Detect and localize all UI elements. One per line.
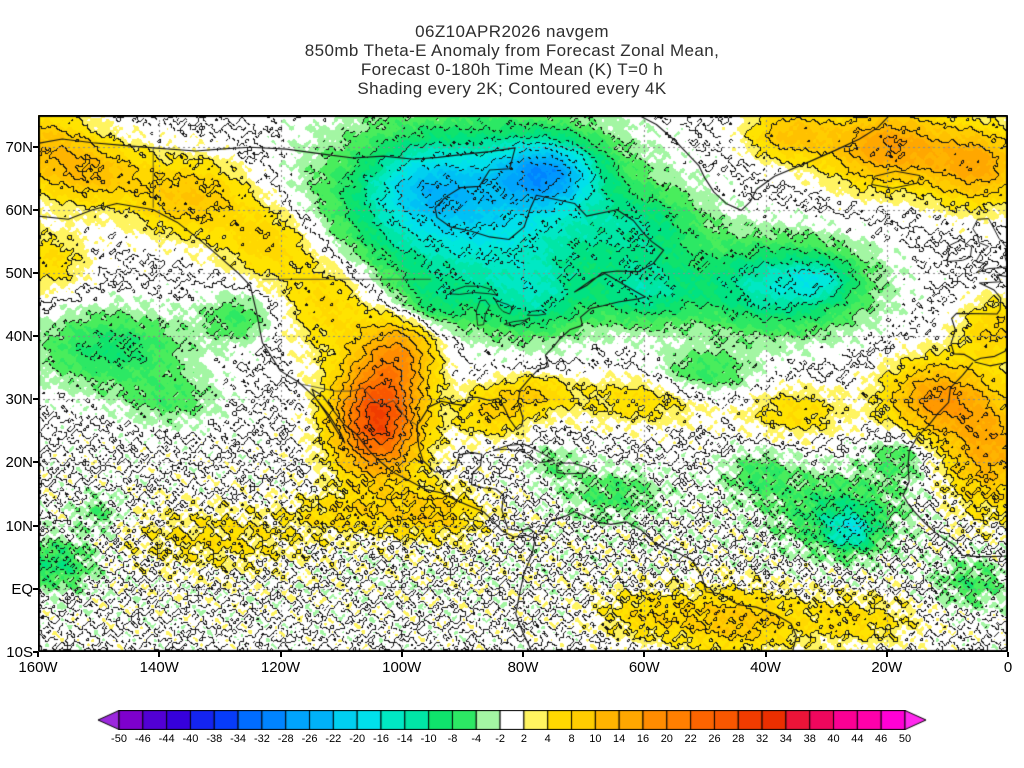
colorbar-label: -10: [420, 733, 437, 745]
colorbar-label: 44: [851, 733, 864, 745]
colorbar-label: 50: [898, 733, 912, 745]
colorbar-label: 4: [544, 733, 551, 745]
x-tick-label: 0: [1003, 659, 1013, 676]
colorbar-label: 32: [755, 733, 769, 745]
x-tick-label: 100W: [382, 659, 422, 676]
title-forecast-period: Forecast 0-180h Time Mean (K) T=0 h: [360, 60, 664, 79]
colorbar-label: -38: [206, 733, 223, 745]
y-tick-label: 10S: [6, 644, 33, 661]
colorbar-label: -44: [158, 733, 175, 745]
y-tick-label: 60N: [5, 201, 33, 219]
y-tick-label: 70N: [5, 138, 33, 156]
x-tick-label: 160W: [18, 659, 58, 676]
colorbar-label: -50: [111, 733, 127, 745]
colorbar-label: 2: [520, 733, 527, 745]
x-tick-label: 80W: [507, 659, 539, 676]
colorbar-label: -28: [277, 733, 294, 745]
title-datetime-model: 06Z10APR2026 navgem: [415, 22, 609, 41]
x-tick-mark: [37, 652, 39, 657]
title-block: 06Z10APR2026 navgem 850mb Theta-E Anomal…: [0, 22, 1024, 98]
title-field: 850mb Theta-E Anomaly from Forecast Zona…: [304, 41, 720, 60]
x-tick-label: 120W: [260, 659, 301, 676]
colorbar-label: 38: [803, 733, 816, 745]
colorbar-label: -26: [301, 733, 318, 745]
colorbar-label: 28: [732, 733, 745, 745]
colorbar-label: 14: [613, 733, 626, 745]
colorbar-label: -14: [396, 733, 413, 745]
map-canvas: [38, 115, 1008, 652]
colorbar-label: -4: [471, 733, 482, 745]
colorbar: [97, 710, 927, 730]
title-shading-note: Shading every 2K; Contoured every 4K: [357, 79, 667, 98]
colorbar-label: 10: [589, 733, 602, 745]
x-tick-mark: [885, 652, 888, 657]
y-tick-label: 10N: [5, 517, 33, 535]
colorbar-label: 16: [636, 733, 650, 745]
colorbar-label: 22: [684, 733, 697, 745]
x-tick-mark: [764, 652, 767, 657]
y-tick-label: 40N: [5, 328, 33, 346]
y-tick-label: 20N: [5, 454, 33, 472]
x-tick-label: 60W: [628, 659, 660, 676]
x-tick-mark: [522, 652, 524, 657]
colorbar-label: -34: [230, 733, 247, 745]
colorbar-label: 20: [660, 733, 673, 745]
colorbar-label: -46: [134, 733, 151, 745]
colorbar-label: 8: [568, 733, 575, 745]
colorbar-label: -16: [373, 733, 389, 745]
y-tick-label: 50N: [5, 264, 33, 282]
colorbar-label: 46: [875, 733, 888, 745]
colorbar-label: 26: [708, 733, 721, 745]
y-tick-label: 30N: [5, 391, 33, 409]
y-tick-label: EQ: [11, 580, 33, 598]
colorbar-label: -20: [349, 733, 366, 745]
x-tick-mark: [1007, 652, 1009, 657]
colorbar-label: -32: [253, 733, 270, 745]
x-tick-label: 140W: [139, 659, 179, 676]
colorbar-label: -40: [182, 733, 199, 745]
colorbar-label: -8: [447, 733, 458, 745]
x-tick-label: 40W: [750, 659, 781, 676]
x-tick-mark: [400, 652, 403, 657]
x-tick-mark: [279, 652, 282, 657]
x-tick-mark: [643, 652, 646, 657]
x-tick-label: 20W: [871, 659, 903, 676]
colorbar-label: 34: [779, 733, 793, 745]
colorbar-label: -2: [495, 733, 505, 745]
colorbar-label: 40: [827, 733, 840, 745]
x-tick-mark: [158, 652, 161, 657]
colorbar-label: -22: [325, 733, 342, 745]
